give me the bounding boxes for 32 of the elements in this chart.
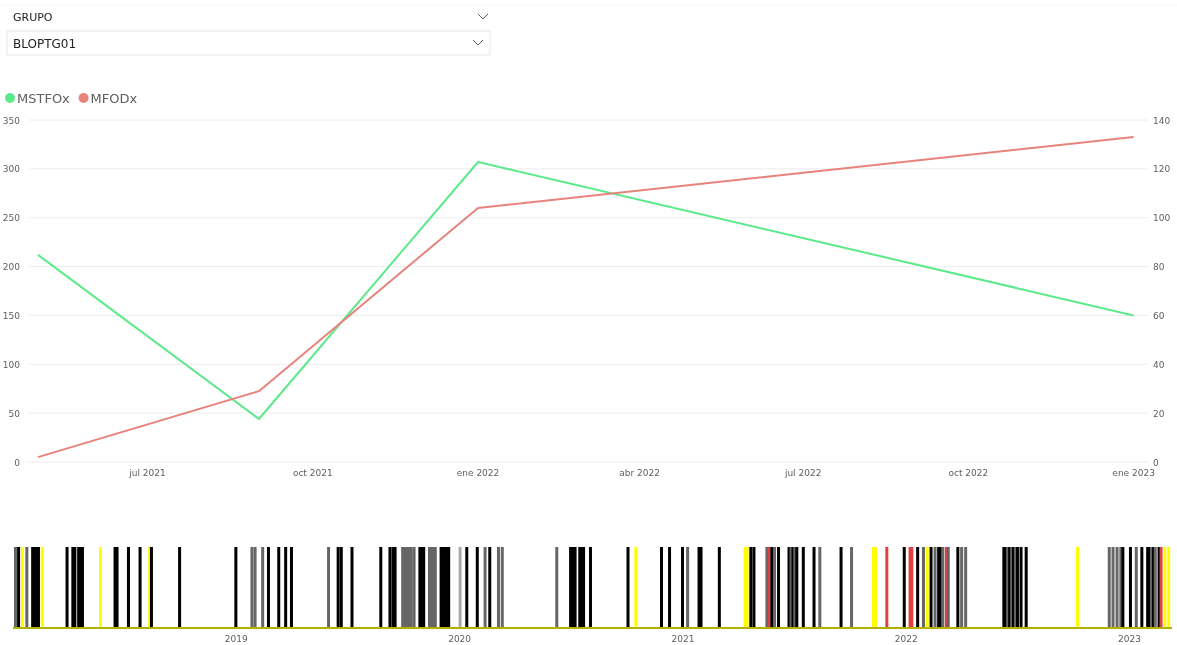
y2-tick-label: 140	[1153, 115, 1171, 126]
x-tick-label: 2019	[224, 634, 249, 644]
text: BLOPTG01	[13, 37, 77, 51]
x-tick-label: jul 2022	[783, 468, 822, 478]
y-tick-label: 150	[2, 310, 21, 321]
x-tick-label: oct 2021	[292, 468, 333, 478]
y2-tick-label: 40	[1153, 359, 1165, 370]
y2-tick-label: 80	[1153, 262, 1165, 273]
y2-tick-label: 60	[1153, 310, 1165, 321]
x-tick-label: 2020	[448, 634, 472, 644]
x-tick-label: 2022	[894, 634, 918, 644]
y-tick-label: 100	[2, 359, 21, 370]
y-tick-label: 50	[8, 408, 21, 419]
y-tick-label: 250	[2, 213, 21, 224]
y-tick-label: 350	[2, 115, 21, 126]
y-tick-label: 0	[14, 457, 21, 468]
x-tick-label: jul 2021	[128, 468, 166, 478]
legend-label: MSTFOx	[17, 91, 71, 106]
y2-tick-label: 120	[1153, 164, 1171, 175]
y2-tick-label: 0	[1153, 457, 1159, 468]
y-tick-label: 200	[2, 262, 21, 273]
y2-tick-label: 100	[1153, 213, 1171, 224]
x-tick-label: oct 2022	[948, 468, 989, 478]
x-tick-label: 2021	[671, 634, 695, 644]
y-tick-label: 300	[2, 164, 21, 175]
y2-tick-label: 20	[1153, 408, 1165, 419]
x-tick-label: 2023	[1118, 634, 1142, 644]
legend-label: MFODx	[90, 91, 138, 106]
x-tick-label: ene 2022	[456, 468, 500, 478]
x-tick-label: abr 2022	[619, 468, 661, 478]
x-tick-label: ene 2023	[1112, 468, 1155, 478]
text: GRUPO	[13, 11, 53, 24]
